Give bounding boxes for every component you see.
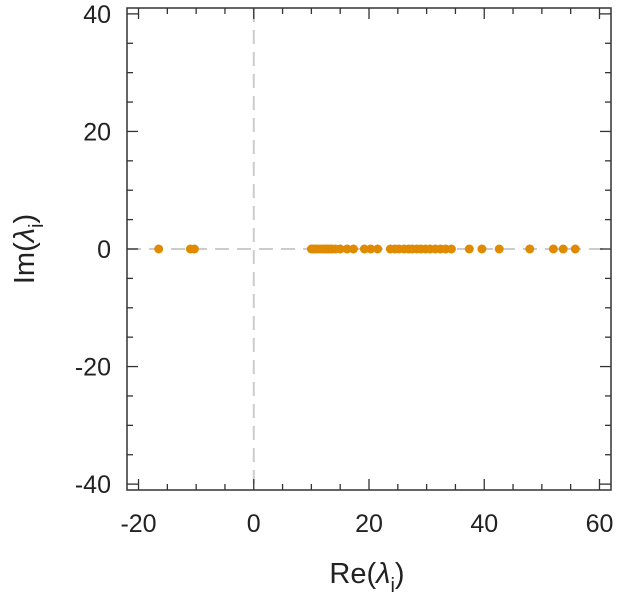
axis-ticks — [127, 8, 611, 490]
x-tick-labels: -20 0 20 40 60 — [120, 510, 613, 538]
y-tick-label: 20 — [83, 118, 111, 146]
x-tick-label: 40 — [470, 510, 498, 538]
y-tick-label: -20 — [75, 354, 111, 382]
data-point — [464, 244, 474, 254]
data-point — [342, 244, 352, 254]
data-point — [335, 244, 345, 254]
data-point — [154, 244, 164, 254]
data-point — [494, 244, 504, 254]
data-point — [477, 244, 487, 254]
data-point — [558, 244, 568, 254]
y-tick-labels: -40 -20 0 20 40 — [75, 1, 111, 499]
data-point — [525, 244, 535, 254]
y-tick-label: 40 — [83, 1, 111, 29]
x-tick-label: -20 — [120, 510, 156, 538]
data-point — [446, 244, 456, 254]
y-tick-label: -40 — [75, 471, 111, 499]
data-point — [359, 244, 369, 254]
x-tick-label: 20 — [355, 510, 383, 538]
y-tick-label: 0 — [97, 236, 111, 264]
x-tick-label: 0 — [247, 510, 261, 538]
data-point — [348, 244, 358, 254]
x-axis-title: Re(λi) — [329, 558, 404, 597]
data-point — [570, 244, 580, 254]
data-points — [154, 244, 580, 254]
x-tick-label: 60 — [586, 510, 614, 538]
data-point — [548, 244, 558, 254]
data-point — [189, 244, 199, 254]
y-axis-title: Im(λi) — [9, 214, 48, 284]
data-point — [366, 244, 376, 254]
data-point — [373, 244, 383, 254]
